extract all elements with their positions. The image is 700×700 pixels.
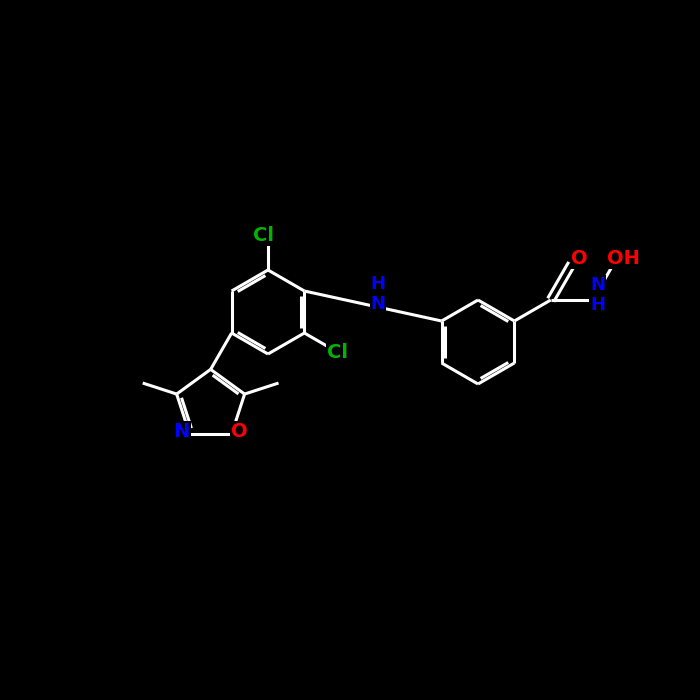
Text: Cl: Cl — [253, 226, 274, 245]
Text: H
N: H N — [370, 274, 386, 314]
Text: OH: OH — [608, 249, 640, 268]
Text: N: N — [174, 421, 190, 440]
Text: Cl: Cl — [328, 343, 349, 362]
Text: O: O — [571, 249, 588, 268]
Text: O: O — [231, 421, 248, 440]
Text: N
H: N H — [590, 276, 606, 314]
